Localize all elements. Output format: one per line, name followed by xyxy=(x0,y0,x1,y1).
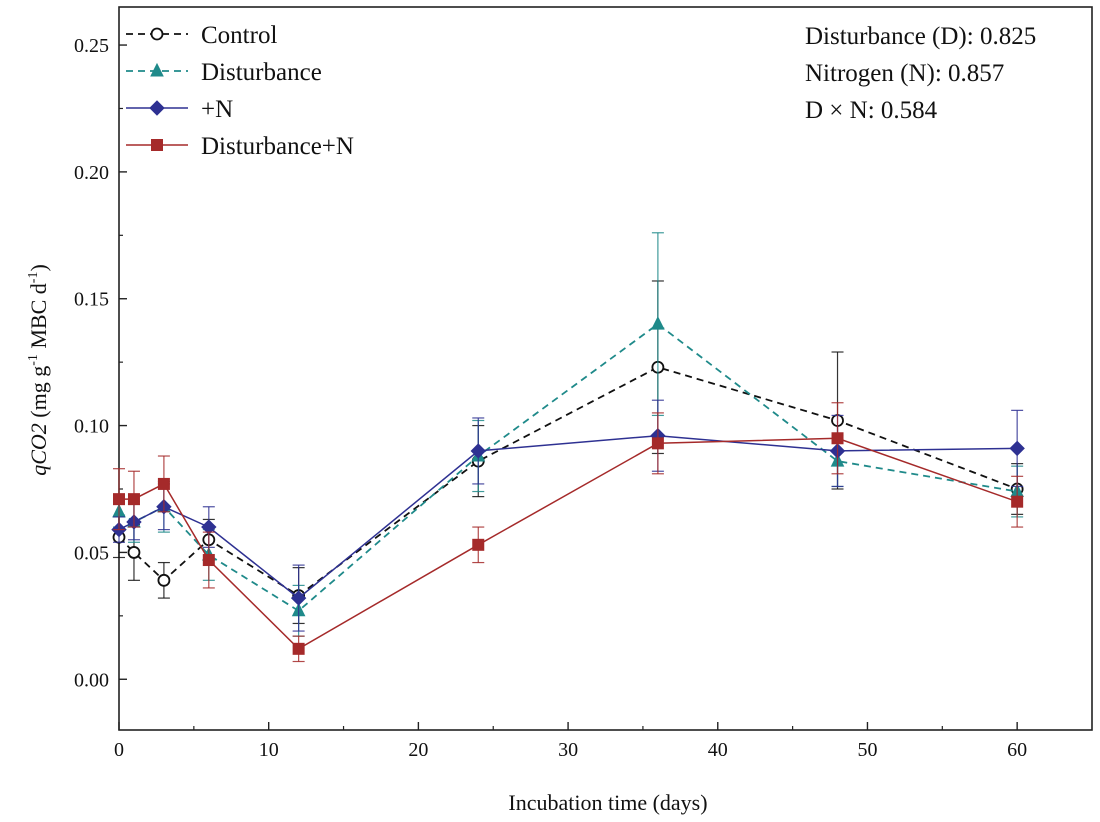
x-tick-label: 40 xyxy=(708,739,728,761)
stat-line: Disturbance (D): 0.825 xyxy=(805,23,1036,50)
legend-label: Disturbance xyxy=(201,59,322,86)
y-tick-label: 0.15 xyxy=(74,289,109,311)
y-tick-label: 0.20 xyxy=(74,162,109,184)
series--n xyxy=(111,399,1025,632)
data-point xyxy=(1009,440,1025,457)
data-point xyxy=(202,554,215,567)
data-point xyxy=(127,546,141,559)
legend-marker xyxy=(151,139,163,151)
x-axis: 0 10 20 30 40 50 60 xyxy=(114,722,1027,761)
data-point xyxy=(651,437,664,450)
series-disturbance xyxy=(112,232,1024,637)
legend-marker xyxy=(150,62,164,77)
data-point xyxy=(127,493,140,506)
stats-annotation: Disturbance (D): 0.825 Nitrogen (N): 0.85… xyxy=(805,23,1036,124)
y-axis-title-sup2: -1 xyxy=(26,272,41,284)
data-point xyxy=(1011,495,1024,508)
data-point xyxy=(157,477,170,490)
legend-marker xyxy=(150,27,164,41)
y-tick-label: 0.25 xyxy=(74,35,109,57)
data-point xyxy=(290,590,307,606)
legend-label: Disturbance+N xyxy=(201,133,354,160)
data-point xyxy=(292,642,305,655)
legend-label: Control xyxy=(201,22,277,49)
series-control xyxy=(112,280,1024,625)
series-line xyxy=(119,437,1018,650)
y-axis-title-variable: qCO2 xyxy=(26,423,51,476)
series-line xyxy=(118,434,1018,600)
y-tick-label: 0.00 xyxy=(74,669,109,691)
legend-marker xyxy=(149,100,165,116)
data-point xyxy=(113,493,125,506)
series-layer xyxy=(111,232,1025,663)
plot-frame xyxy=(118,6,1093,731)
data-point xyxy=(472,538,485,551)
y-tick-label: 0.05 xyxy=(74,542,109,564)
x-tick-label: 30 xyxy=(558,739,578,761)
x-tick-label: 60 xyxy=(1007,739,1027,761)
data-point xyxy=(470,443,486,459)
y-axis: 0.00 0.05 0.10 0.15 0.20 0.25 xyxy=(74,35,127,691)
y-tick-label: 0.10 xyxy=(74,416,109,438)
y-axis-title-unit-part1: (mg g xyxy=(26,366,51,423)
series-line xyxy=(118,366,1018,597)
y-axis-title: qCO2 (mg g-1 MBC d-1) xyxy=(26,264,51,476)
stat-line: D × N: 0.584 xyxy=(805,97,938,124)
data-point xyxy=(157,573,171,587)
legend-label: +N xyxy=(201,96,233,123)
stat-line: Nitrogen (N): 0.857 xyxy=(805,60,1004,87)
y-axis-title-unit-part2: MBC d xyxy=(26,283,51,354)
x-axis-title: Incubation time (days) xyxy=(508,790,707,815)
x-tick-label: 10 xyxy=(259,739,279,761)
series-line xyxy=(118,322,1018,612)
data-point xyxy=(651,315,665,330)
y-axis-title-sup1: -1 xyxy=(26,354,41,366)
x-tick-label: 50 xyxy=(857,739,877,761)
series-disturbance-n xyxy=(113,402,1024,663)
x-tick-label: 0 xyxy=(114,739,124,761)
y-axis-title-unit-part3: ) xyxy=(26,264,51,271)
x-tick-label: 20 xyxy=(408,739,428,761)
data-point xyxy=(831,432,844,445)
